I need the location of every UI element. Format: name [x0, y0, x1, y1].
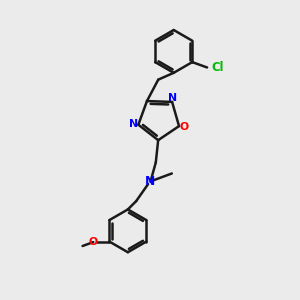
Text: Cl: Cl — [211, 61, 224, 74]
Text: N: N — [145, 175, 156, 188]
Text: O: O — [179, 122, 189, 132]
Text: N: N — [129, 119, 138, 129]
Text: N: N — [168, 93, 177, 103]
Text: O: O — [89, 236, 98, 247]
